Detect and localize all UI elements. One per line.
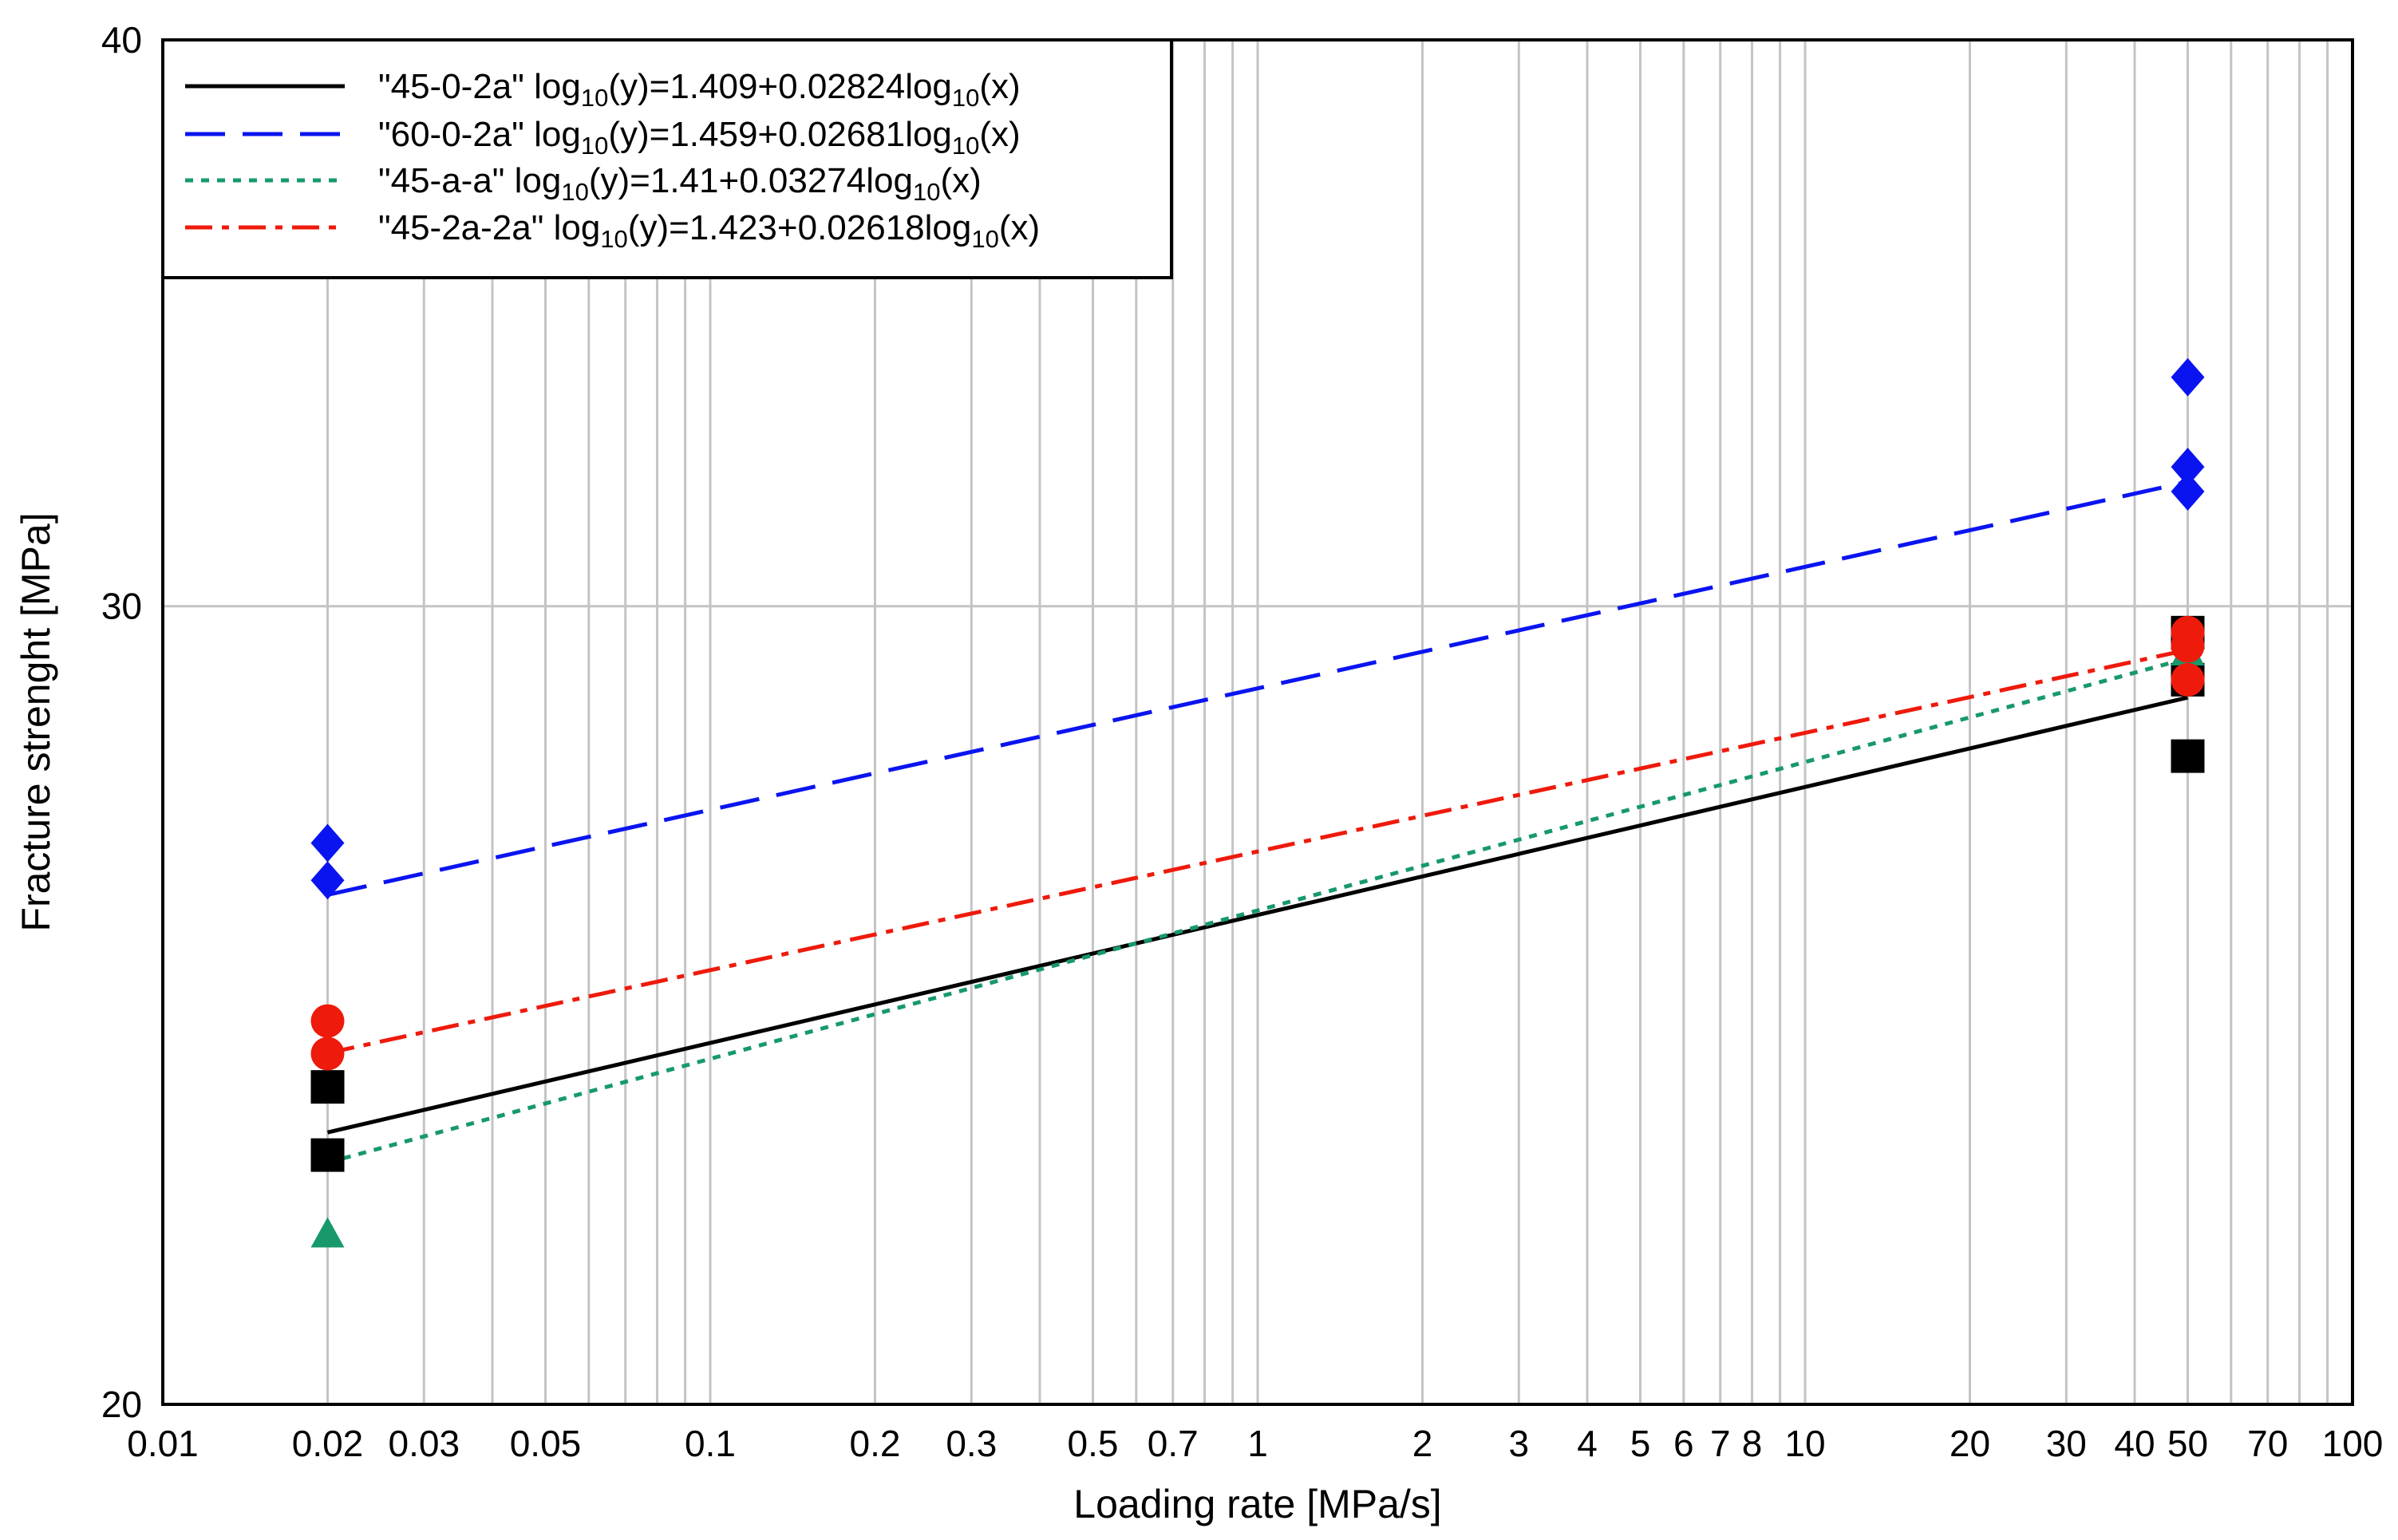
data-point-diamond (2171, 357, 2205, 397)
data-point-circle (2171, 629, 2205, 663)
x-tick-label: 50 (2167, 1423, 2208, 1464)
fit-line-3 (326, 656, 2189, 1165)
x-tick-label: 0.05 (510, 1423, 582, 1464)
x-tick-label: 0.5 (1068, 1423, 1119, 1464)
y-axis-label: Fracture strenght [MPa] (14, 512, 58, 931)
x-tick-label: 2 (1412, 1423, 1433, 1464)
legend-box (161, 38, 1173, 279)
x-tick-label: 4 (1577, 1423, 1598, 1464)
x-tick-label: 40 (2114, 1423, 2155, 1464)
legend-label-1: "45-0-2a" log10(y)=1.409+0.02824log10(x) (378, 67, 1021, 112)
x-tick-label: 30 (2046, 1423, 2087, 1464)
x-tick-label: 0.2 (850, 1423, 901, 1464)
x-tick-label: 1 (1247, 1423, 1268, 1464)
fit-line-2 (326, 480, 2189, 897)
data-point-square (2171, 739, 2205, 773)
data-point-diamond (310, 823, 345, 863)
plot-frame (161, 38, 2354, 1406)
legend-label-4: "45-2a-2a" log10(y)=1.423+0.02618log10(x… (378, 208, 1040, 253)
data-point-circle (310, 1037, 345, 1071)
y-tick-label: 40 (101, 19, 142, 61)
x-axis-ticks: 0.01 0.02 0.03 0.05 0.1 0.2 0.3 0.5 0.7 1 2 3 4 5 6 7 8 1… (127, 1423, 2383, 1464)
data-point-diamond (310, 861, 345, 900)
data-point-diamond (2171, 448, 2205, 487)
x-tick-label: 0.03 (389, 1423, 460, 1464)
legend-label-2: "60-0-2a" log10(y)=1.459+0.02681log10(x) (378, 115, 1021, 160)
x-tick-label: 0.02 (292, 1423, 364, 1464)
y-tick-label: 30 (101, 586, 142, 627)
data-point-triangle (310, 1217, 345, 1248)
legend-label-3: "45-a-a" log10(y)=1.41+0.03274log10(x) (378, 161, 982, 206)
x-tick-label: 70 (2247, 1423, 2288, 1464)
x-tick-label: 0.01 (127, 1423, 199, 1464)
data-point-square (310, 1070, 345, 1104)
x-tick-label: 10 (1784, 1423, 1825, 1464)
fit-line-1 (326, 695, 2189, 1135)
x-tick-label: 0.7 (1148, 1423, 1199, 1464)
x-tick-label: 3 (1509, 1423, 1530, 1464)
y-tick-label: 20 (101, 1384, 142, 1425)
x-tick-label: 6 (1673, 1423, 1694, 1464)
data-point-circle (2171, 662, 2205, 697)
x-tick-label: 7 (1710, 1423, 1731, 1464)
data-point-diamond (2171, 472, 2205, 511)
data-markers (310, 357, 2205, 1248)
x-tick-label: 5 (1630, 1423, 1651, 1464)
y-axis-ticks: 20 30 40 (101, 19, 142, 1425)
fit-line-4 (326, 648, 2189, 1056)
data-point-square (310, 1138, 345, 1172)
data-point-circle (310, 1004, 345, 1038)
x-axis-label: Loading rate [MPa/s] (1073, 1482, 1441, 1526)
x-tick-label: 20 (1950, 1423, 1990, 1464)
x-tick-label: 0.1 (685, 1423, 736, 1464)
x-tick-label: 8 (1742, 1423, 1763, 1464)
fit-lines (326, 480, 2189, 1165)
x-tick-label: 0.3 (946, 1423, 997, 1464)
legend: "45-0-2a" log10(y)=1.409+0.02824log10(x)… (161, 38, 1173, 279)
x-tick-label: 100 (2322, 1423, 2384, 1464)
